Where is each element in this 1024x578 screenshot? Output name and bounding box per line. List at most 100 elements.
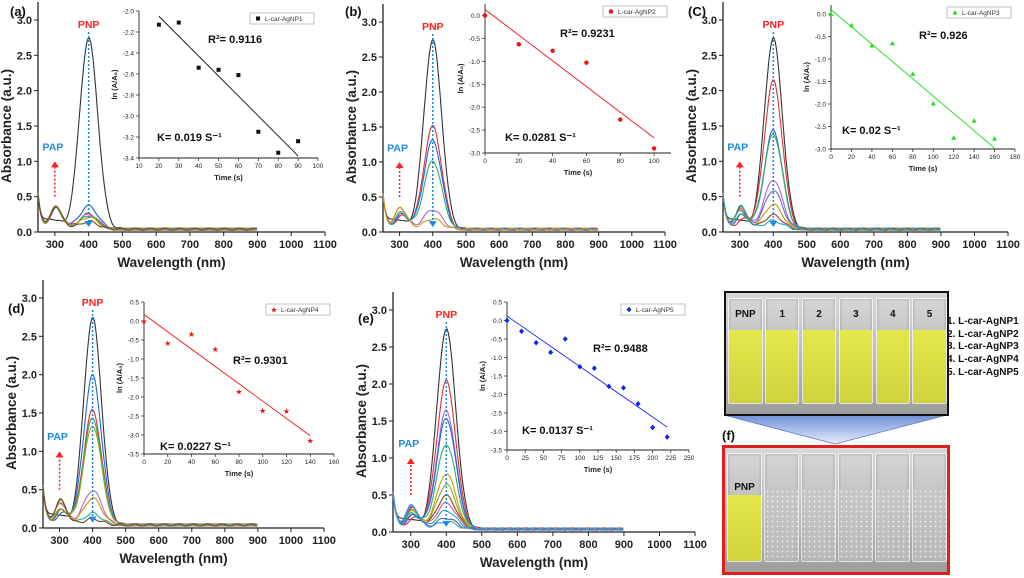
fit-line bbox=[158, 15, 299, 157]
inset-x-tick-label: 25 bbox=[522, 455, 530, 462]
legend-marker bbox=[256, 16, 260, 21]
x-tick-label: 600 bbox=[147, 239, 165, 251]
x-tick-label: 700 bbox=[523, 239, 541, 251]
data-point bbox=[869, 43, 875, 48]
colorless-solution bbox=[765, 489, 798, 562]
inset-x-tick-label: 120 bbox=[948, 154, 959, 161]
spectrum-line bbox=[392, 491, 624, 531]
inset-x-tick-label: 0 bbox=[483, 158, 487, 165]
inset-x-tick-label: 80 bbox=[909, 154, 917, 161]
inset-y-axis-label: ln (A/A₀) bbox=[456, 63, 465, 94]
inset-y-tick-label: 0.0 bbox=[493, 318, 502, 325]
inset-y-tick-label: -3.0 bbox=[123, 114, 135, 121]
inset-x-tick-label: 75 bbox=[558, 455, 566, 462]
legend-marker bbox=[608, 9, 614, 14]
inset-y-tick-label: -0.5 bbox=[491, 337, 503, 344]
photo-before-reduction: PNP 1 2 3 4 5 bbox=[724, 291, 949, 416]
inset-x-axis-label: Time (s) bbox=[225, 469, 254, 478]
inset-x-tick-label: 40 bbox=[868, 154, 876, 161]
inset-y-tick-label: -2.5 bbox=[128, 414, 140, 421]
x-tick-label: 1000 bbox=[620, 239, 644, 251]
fit-line bbox=[484, 9, 655, 139]
y-tick-label: 2.5 bbox=[362, 52, 377, 64]
inset-y-axis-label: ln (A/A₀) bbox=[110, 69, 119, 100]
photo-after-reduction: PNP bbox=[722, 445, 950, 575]
arrow-up-icon bbox=[735, 161, 744, 168]
legend-label: L-car-AgNP1 bbox=[265, 16, 303, 23]
fit-line bbox=[506, 315, 668, 428]
inset-y-tick-label: -2.0 bbox=[469, 105, 481, 112]
data-point bbox=[635, 400, 641, 407]
spectrum-line bbox=[722, 129, 941, 231]
yellow-solution bbox=[802, 330, 836, 404]
x-tick-label: 1100 bbox=[313, 239, 337, 251]
fit-line bbox=[143, 314, 311, 437]
inset-x-tick-label: 40 bbox=[195, 163, 203, 170]
data-point: ★ bbox=[140, 317, 147, 326]
inset-x-tick-label: 150 bbox=[611, 455, 622, 462]
inset-y-tick-label: -0.5 bbox=[128, 338, 140, 345]
inset-x-tick-label: 140 bbox=[305, 459, 316, 466]
y-tick-label: 0.5 bbox=[362, 192, 377, 204]
x-tick-label: 900 bbox=[249, 535, 267, 547]
inset-y-axis-label: ln (A/A₀) bbox=[478, 360, 487, 391]
legend-marker bbox=[626, 306, 632, 313]
inset-x-tick-label: 100 bbox=[257, 459, 268, 466]
yellow-solution bbox=[766, 330, 799, 404]
x-tick-label: 900 bbox=[932, 239, 950, 251]
x-tick-label: 1100 bbox=[312, 535, 336, 547]
uv-vis-panel: 300 400 500 600 700 800 900 1000 11000.00.51.01.… bbox=[684, 2, 1020, 270]
x-tick-label: 800 bbox=[216, 535, 234, 547]
y-tick-label: 3.0 bbox=[362, 17, 377, 29]
inset-y-tick-label: -2.2 bbox=[123, 30, 135, 37]
inset-x-tick-label: 80 bbox=[617, 158, 625, 165]
x-tick-label: 900 bbox=[589, 239, 607, 251]
inset-x-tick-label: 125 bbox=[593, 455, 604, 462]
inset-x-tick-label: 175 bbox=[629, 455, 640, 462]
data-point: ★ bbox=[259, 407, 266, 416]
inset-x-tick-label: 60 bbox=[235, 163, 243, 170]
data-point bbox=[256, 129, 261, 134]
data-point bbox=[276, 150, 281, 155]
inset-legend bbox=[946, 6, 1012, 19]
x-tick-label: 400 bbox=[79, 239, 97, 251]
data-point bbox=[516, 42, 522, 47]
x-tick-label: 800 bbox=[556, 239, 574, 251]
data-point bbox=[236, 73, 241, 78]
cuvette bbox=[764, 452, 799, 563]
spectrum-line bbox=[37, 193, 257, 231]
pnp-label: PNP bbox=[762, 19, 784, 31]
x-axis-label: Wavelength (nm) bbox=[460, 255, 568, 270]
x-tick-label: 800 bbox=[579, 539, 597, 551]
y-tick-label: 2.0 bbox=[22, 370, 37, 382]
data-point: ★ bbox=[188, 330, 195, 339]
inset-x-tick-label: 100 bbox=[313, 163, 324, 170]
legend-item: 5. L-car-AgNP5 bbox=[947, 366, 1019, 378]
y-tick-label: 3.0 bbox=[372, 305, 387, 317]
y-tick-label: 2.0 bbox=[372, 379, 387, 391]
yellow-solution bbox=[913, 330, 946, 404]
rate-constant-label: K= 0.0137 S⁻¹ bbox=[522, 425, 593, 437]
panel-label: (d) bbox=[8, 301, 25, 316]
y-tick-label: 1.5 bbox=[22, 408, 37, 420]
inset-y-axis-label: ln (A/A₀) bbox=[115, 362, 124, 393]
x-tick-label: 400 bbox=[764, 239, 782, 251]
x-tick-label: 700 bbox=[183, 535, 201, 547]
catalyst-legend: 1. L-car-AgNP1 2. L-car-AgNP2 3. L-car-A… bbox=[947, 316, 1019, 380]
legend-label: L-car-AgNP4 bbox=[281, 307, 319, 314]
cuvette: 4 bbox=[875, 297, 910, 405]
x-axis-label: Wavelength (nm) bbox=[117, 255, 225, 270]
inset-x-tick-label: 10 bbox=[135, 163, 143, 170]
inset-y-tick-label: -2.6 bbox=[123, 72, 135, 79]
cuvette-label: PNP bbox=[735, 308, 756, 320]
data-point bbox=[910, 71, 916, 76]
x-tick-label: 300 bbox=[50, 535, 68, 547]
spectrum-line bbox=[37, 37, 257, 231]
x-tick-label: 500 bbox=[473, 539, 491, 551]
spectrum-line bbox=[382, 193, 599, 231]
inset-y-tick-label: -1.0 bbox=[128, 357, 140, 364]
y-tick-label: 1.0 bbox=[702, 156, 717, 168]
inset-x-tick-label: 20 bbox=[515, 158, 523, 165]
colorless-solution bbox=[876, 489, 909, 562]
x-tick-label: 400 bbox=[83, 535, 101, 547]
